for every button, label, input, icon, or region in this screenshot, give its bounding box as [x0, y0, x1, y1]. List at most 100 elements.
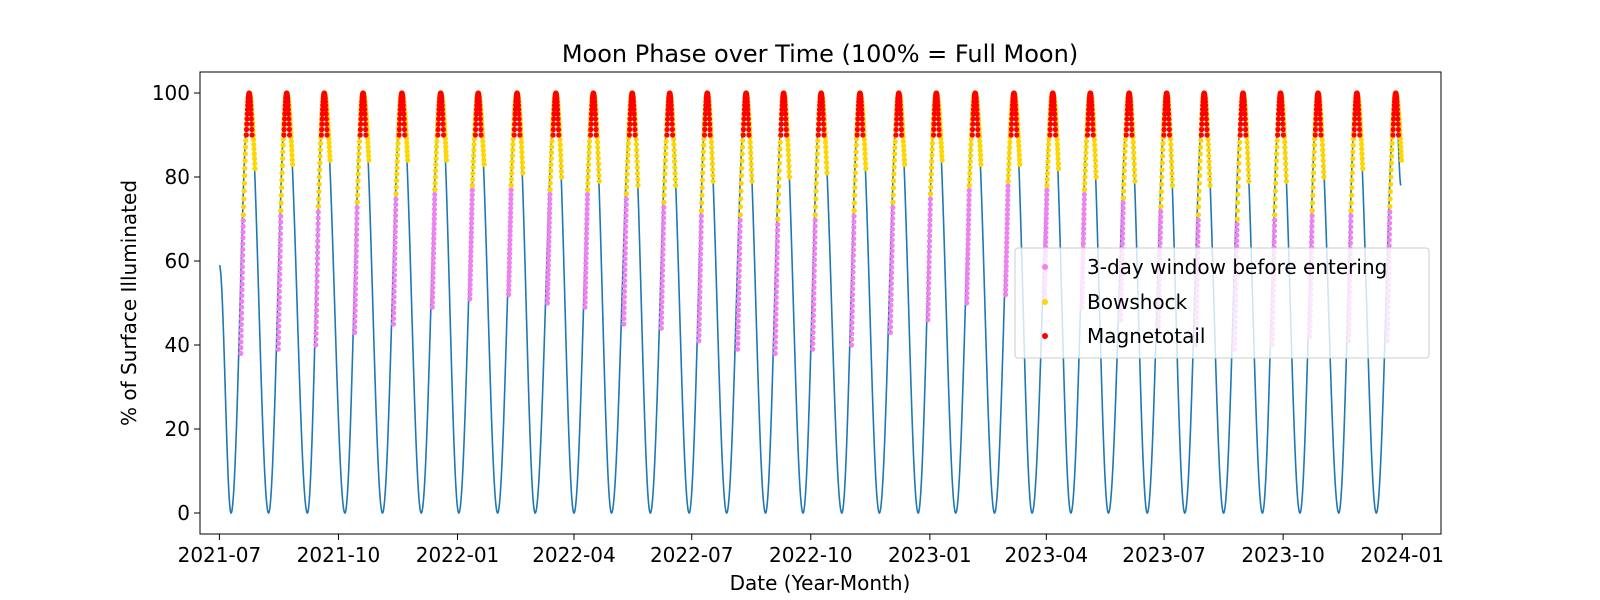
window-point	[392, 240, 398, 246]
magnetotail-point	[517, 126, 523, 133]
window-point	[889, 226, 896, 232]
bowshock-point	[1387, 196, 1393, 202]
bowshock-point	[777, 153, 783, 159]
magnetotail-point	[665, 116, 671, 122]
window-point	[622, 250, 628, 257]
window-point	[774, 272, 780, 278]
magnetotail-point	[1275, 121, 1281, 127]
magnetotail-point	[396, 126, 402, 133]
window-point	[1120, 210, 1126, 216]
magnetotail-point	[244, 116, 250, 122]
bowshock-point	[890, 199, 896, 205]
magnetotail-point	[435, 126, 441, 133]
window-point	[391, 299, 397, 305]
bowshock-point	[1196, 188, 1202, 194]
window-point	[622, 267, 628, 273]
window-point	[1005, 202, 1011, 208]
bowshock-point	[966, 176, 973, 182]
magnetotail-point	[779, 111, 785, 117]
window-point	[773, 306, 779, 312]
window-point	[1005, 197, 1011, 203]
window-point	[545, 272, 551, 278]
bowshock-point	[1388, 181, 1394, 187]
magnetotail-point	[859, 111, 865, 117]
window-point	[812, 240, 818, 246]
bowshock-point	[586, 138, 593, 144]
bowshock-point	[672, 176, 678, 182]
window-point	[546, 215, 553, 221]
window-point	[849, 292, 856, 298]
bowshock-point	[596, 167, 602, 173]
magnetotail-point	[1237, 132, 1243, 138]
bowshock-point	[929, 152, 935, 158]
magnetotail-point	[1085, 126, 1091, 133]
magnetotail-point	[664, 121, 670, 127]
bowshock-point	[710, 172, 716, 179]
bowshock-point	[354, 199, 360, 205]
magnetotail-point	[1313, 121, 1319, 127]
bowshock-point	[671, 141, 677, 148]
window-point	[1348, 224, 1354, 230]
magnetotail-point	[969, 126, 976, 133]
window-point	[696, 321, 702, 328]
window-point	[467, 296, 473, 302]
magnetotail-point	[627, 121, 633, 127]
bowshock-point	[558, 168, 565, 175]
magnetotail-point	[402, 132, 408, 138]
bowshock-point	[785, 147, 791, 153]
magnetotail-point	[746, 132, 752, 138]
window-point	[849, 325, 855, 331]
window-point	[1005, 188, 1011, 194]
window-point	[966, 212, 972, 218]
magnetotail-point	[592, 116, 599, 122]
magnetotail-point	[439, 102, 445, 108]
bowshock-point	[443, 153, 449, 159]
window-point	[623, 223, 629, 229]
bowshock-point	[1197, 165, 1203, 171]
bowshock-point	[709, 144, 715, 151]
window-point	[276, 288, 282, 295]
bowshock-point	[1234, 216, 1240, 222]
bowshock-point	[1159, 167, 1165, 173]
magnetotail-point	[358, 111, 364, 117]
window-point	[353, 270, 359, 276]
bowshock-point	[1121, 181, 1127, 187]
bowshock-point	[596, 172, 602, 179]
window-point	[277, 259, 283, 266]
window-point	[391, 278, 397, 284]
magnetotail-point	[930, 132, 937, 138]
bowshock-point	[1234, 208, 1241, 214]
window-point	[1271, 228, 1277, 234]
magnetotail-point	[472, 132, 478, 138]
magnetotail-point	[1313, 111, 1319, 117]
magnetotail-point	[473, 111, 479, 117]
magnetotail-point	[815, 126, 822, 133]
window-point	[431, 211, 437, 217]
bowshock-point	[1132, 172, 1138, 179]
window-point	[926, 264, 932, 270]
bowshock-point	[1235, 183, 1241, 189]
bowshock-point	[1359, 161, 1366, 167]
magnetotail-point	[707, 132, 713, 138]
x-tick-label: 2021-10	[297, 543, 381, 567]
window-point	[240, 229, 246, 235]
magnetotail-point	[816, 116, 822, 122]
bowshock-point	[1132, 178, 1138, 184]
window-point	[621, 321, 627, 327]
magnetotail-point	[1127, 102, 1134, 108]
magnetotail-point	[1317, 111, 1323, 117]
window-point	[697, 256, 704, 263]
window-point	[584, 206, 590, 212]
window-point	[1234, 238, 1240, 244]
bowshock-point	[1083, 155, 1089, 162]
window-point	[965, 217, 972, 223]
bowshock-point	[1206, 153, 1212, 159]
window-point	[772, 350, 778, 356]
magnetotail-point	[555, 116, 561, 122]
window-point	[621, 288, 628, 295]
bowshock-point	[1311, 149, 1317, 155]
bowshock-point	[737, 212, 743, 218]
window-point	[774, 261, 780, 267]
window-point	[545, 253, 552, 259]
window-point	[812, 229, 818, 235]
